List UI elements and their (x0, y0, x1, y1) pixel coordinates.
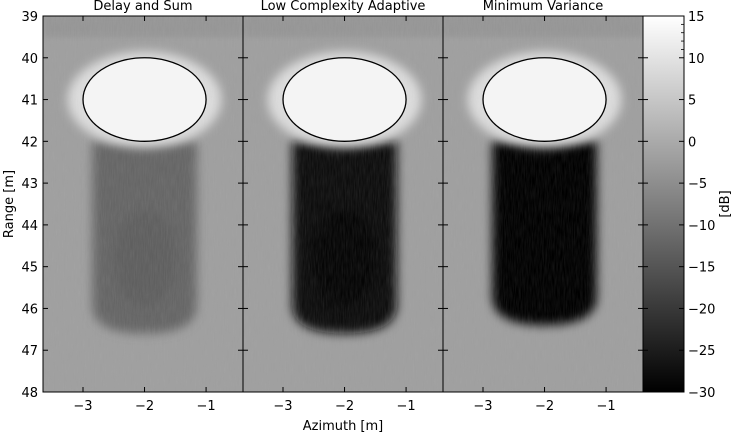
heatmap-panel: Low Complexity Adaptive (242, 0, 444, 393)
colorbar-tick-label: −30 (688, 386, 715, 401)
heatmap-panel: Minimum Variance (442, 0, 644, 393)
y-tick-label: 46 (21, 302, 38, 317)
y-tick-label: 45 (21, 261, 38, 276)
heatmap-panel: Delay and Sum (42, 0, 244, 393)
y-axis-label: Range [m] (2, 170, 17, 238)
y-tick-label: 44 (21, 219, 38, 234)
x-tick-label: −1 (596, 399, 615, 414)
colorbar: 15 10 5 0 −5 −10 −15 −20 −25 −30 [dB] (642, 10, 733, 401)
bright-target (83, 57, 207, 142)
x-tick-label: −2 (335, 399, 354, 414)
colorbar-gradient (642, 15, 685, 393)
x-axis-label: Azimuth [m] (303, 419, 384, 434)
y-tick-label: 40 (21, 52, 38, 67)
panels: Delay and Sum Low Complexity Adaptive Mini… (42, 0, 644, 393)
colorbar-tick-label: −15 (688, 261, 715, 276)
x-tick-label: −3 (473, 399, 492, 414)
x-tick-label: −2 (135, 399, 154, 414)
y-tick-label: 48 (21, 386, 38, 401)
colorbar-tick-label: 15 (688, 10, 705, 25)
x-tick-label: −1 (196, 399, 215, 414)
target-outline (482, 57, 607, 142)
colorbar-tick-label: 5 (688, 94, 696, 109)
x-axis: −3 −2 −1 −3 −2 −1 −3 −2 −1 (73, 399, 615, 414)
panel-title: Minimum Variance (483, 0, 604, 14)
x-tick-label: −3 (273, 399, 292, 414)
x-tick-label: −1 (396, 399, 415, 414)
y-tick-label: 39 (21, 10, 38, 25)
target-outline (82, 57, 207, 142)
colorbar-tick-label: 10 (688, 52, 705, 67)
y-tick-label: 43 (21, 177, 38, 192)
colorbar-tick-label: −25 (688, 344, 715, 359)
x-tick-label: −2 (535, 399, 554, 414)
y-axis: 39 40 41 42 43 44 45 46 47 48 (21, 10, 38, 401)
y-tick-label: 47 (21, 344, 38, 359)
bright-target (483, 57, 607, 142)
panel-title: Delay and Sum (93, 0, 192, 14)
bright-target (283, 57, 407, 142)
panel-title: Low Complexity Adaptive (261, 0, 426, 14)
y-tick-label: 41 (21, 94, 38, 109)
colorbar-label: [dB] (718, 190, 733, 217)
colorbar-tick-label: −20 (688, 302, 715, 317)
colorbar-tick-label: −5 (688, 177, 707, 192)
y-tick-label: 42 (21, 135, 38, 150)
colorbar-ticks: 15 10 5 0 −5 −10 −15 −20 −25 −30 (643, 10, 715, 401)
target-outline (282, 57, 407, 142)
colorbar-tick-label: −10 (688, 219, 715, 234)
x-tick-label: −3 (73, 399, 92, 414)
colorbar-tick-label: 0 (688, 135, 696, 150)
